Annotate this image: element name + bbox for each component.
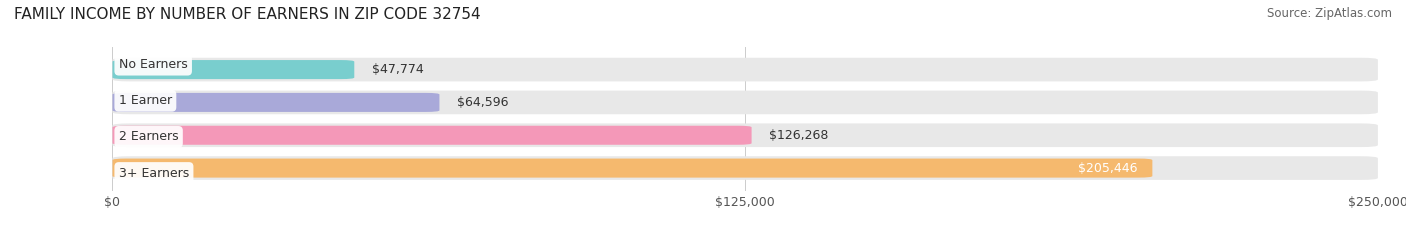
FancyBboxPatch shape — [112, 126, 752, 145]
Text: 1 Earner: 1 Earner — [118, 94, 172, 107]
Text: Source: ZipAtlas.com: Source: ZipAtlas.com — [1267, 7, 1392, 20]
Text: $64,596: $64,596 — [457, 96, 509, 109]
FancyBboxPatch shape — [112, 158, 1153, 178]
FancyBboxPatch shape — [112, 93, 440, 112]
Text: $205,446: $205,446 — [1077, 161, 1137, 175]
FancyBboxPatch shape — [112, 156, 1378, 180]
FancyBboxPatch shape — [112, 60, 354, 79]
Text: $126,268: $126,268 — [769, 129, 828, 142]
Text: No Earners: No Earners — [118, 58, 187, 71]
Text: 2 Earners: 2 Earners — [118, 130, 179, 143]
Text: $47,774: $47,774 — [373, 63, 423, 76]
Text: FAMILY INCOME BY NUMBER OF EARNERS IN ZIP CODE 32754: FAMILY INCOME BY NUMBER OF EARNERS IN ZI… — [14, 7, 481, 22]
FancyBboxPatch shape — [112, 58, 1378, 81]
Text: 3+ Earners: 3+ Earners — [118, 167, 188, 179]
FancyBboxPatch shape — [112, 123, 1378, 147]
FancyBboxPatch shape — [112, 91, 1378, 114]
